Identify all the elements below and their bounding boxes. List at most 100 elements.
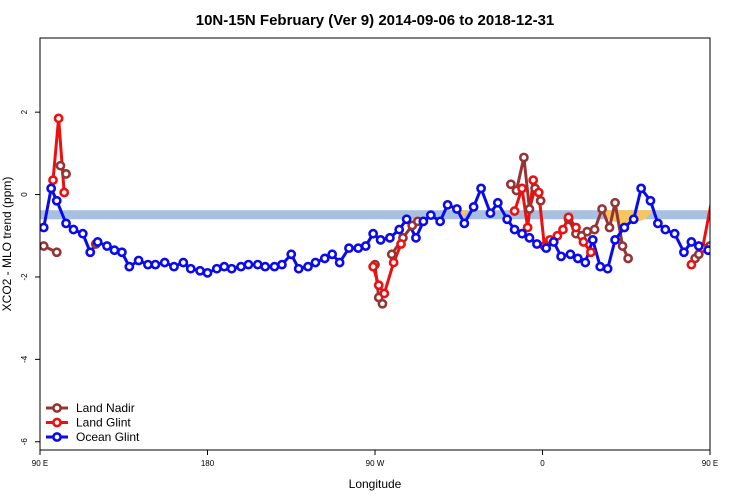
data-point-ocean-glint	[595, 261, 606, 272]
data-point-ocean-glint	[353, 243, 364, 254]
data-point-ocean-glint	[219, 261, 230, 272]
data-point-land-nadir	[55, 160, 66, 171]
data-point-ocean-glint	[660, 224, 671, 235]
data-point-ocean-glint	[109, 245, 120, 256]
y-axis-label: XCO2 - MLO trend (ppm)	[0, 177, 14, 312]
data-point-ocean-glint	[226, 263, 237, 274]
data-point-ocean-glint	[541, 243, 552, 254]
data-point-land-nadir	[597, 204, 607, 214]
data-point-land-nadir	[604, 222, 615, 233]
data-point-land-glint	[723, 189, 730, 196]
data-point-land-nadir	[617, 241, 628, 251]
data-point-ocean-glint	[236, 261, 246, 272]
data-point-ocean-glint	[492, 197, 503, 208]
data-point-ocean-glint	[159, 257, 170, 268]
data-point-land-nadir	[723, 164, 730, 171]
data-point-ocean-glint	[610, 234, 620, 245]
data-point-ocean-glint	[451, 204, 462, 214]
data-point-ocean-glint	[211, 263, 222, 274]
data-point-ocean-glint	[252, 259, 263, 270]
data-point-land-nadir	[535, 195, 546, 206]
data-point-ocean-glint	[46, 183, 57, 194]
data-point-ocean-glint	[619, 222, 630, 233]
plot-frame	[39, 37, 711, 451]
data-point-land-glint	[571, 222, 581, 233]
data-point-ocean-glint	[736, 261, 743, 268]
data-point-land-glint	[509, 206, 520, 216]
data-point-land-nadir	[623, 253, 634, 264]
data-point-ocean-glint	[102, 241, 112, 251]
data-point-ocean-glint	[587, 234, 598, 245]
data-point-land-glint	[718, 115, 725, 122]
data-point-ocean-glint	[195, 265, 205, 276]
data-point-ocean-glint	[51, 195, 62, 206]
data-point-ocean-glint	[334, 257, 345, 268]
y-tick-label: -2	[20, 273, 29, 281]
data-point-ocean-glint	[712, 249, 719, 256]
data-point-land-nadir	[386, 249, 397, 260]
data-point-ocean-glint	[116, 247, 127, 258]
x-tick-label: 0	[540, 459, 545, 468]
data-point-ocean-glint	[679, 247, 689, 258]
data-point-ocean-glint	[61, 218, 71, 229]
data-point-ocean-glint	[442, 199, 453, 210]
data-point-ocean-glint	[435, 216, 446, 227]
data-point-ocean-glint	[721, 263, 728, 270]
y-tick-label: 0	[20, 192, 29, 197]
data-point-ocean-glint	[517, 228, 527, 239]
data-point-ocean-glint	[77, 228, 88, 239]
data-point-land-glint	[48, 175, 58, 186]
data-point-land-glint	[528, 175, 539, 186]
x-tick-label: 90 E	[32, 459, 48, 468]
data-point-ocean-glint	[394, 224, 405, 235]
data-point-land-glint	[533, 187, 544, 198]
data-point-ocean-glint	[277, 259, 287, 270]
data-point-land-glint	[368, 261, 379, 272]
data-point-ocean-glint	[636, 183, 647, 194]
data-point-land-nadir	[377, 298, 388, 309]
data-point-ocean-glint	[509, 224, 520, 235]
data-point-land-glint	[686, 259, 697, 270]
data-point-ocean-glint	[319, 253, 330, 264]
data-point-land-nadir	[505, 179, 516, 190]
data-point-ocean-glint	[344, 243, 354, 254]
legend-marker-land-glint	[52, 417, 62, 428]
data-point-land-glint	[578, 237, 589, 247]
data-point-ocean-glint	[85, 247, 96, 258]
x-tick-label: 180	[201, 459, 215, 468]
x-axis-label: Longitude	[349, 477, 402, 491]
data-point-ocean-glint	[411, 232, 421, 243]
data-point-ocean-glint	[40, 222, 49, 233]
data-point-ocean-glint	[645, 195, 656, 206]
data-point-ocean-glint	[202, 267, 213, 278]
x-tick-label: 90 E	[702, 459, 718, 468]
data-point-ocean-glint	[124, 261, 135, 272]
data-point-ocean-glint	[384, 232, 395, 243]
reference-band	[40, 210, 710, 220]
data-point-ocean-glint	[580, 257, 591, 268]
data-point-land-nadir	[610, 197, 620, 208]
data-point-ocean-glint	[468, 202, 479, 212]
data-point-ocean-glint	[269, 261, 280, 272]
data-point-ocean-glint	[360, 241, 371, 251]
chart-title: 10N-15N February (Ver 9) 2014-09-06 to 2…	[196, 12, 555, 29]
data-point-ocean-glint	[260, 261, 271, 272]
data-point-ocean-glint	[693, 241, 704, 251]
data-point-land-glint	[373, 280, 384, 291]
data-point-ocean-glint	[368, 228, 379, 239]
y-tick-label: -4	[20, 355, 29, 363]
data-point-land-nadir	[40, 241, 49, 251]
data-point-ocean-glint	[310, 257, 321, 268]
data-point-ocean-glint	[745, 261, 750, 268]
data-point-ocean-glint	[143, 259, 153, 270]
y-tick-label: 2	[20, 109, 29, 114]
data-point-land-glint	[563, 212, 574, 223]
data-point-ocean-glint	[68, 224, 79, 235]
data-point-ocean-glint	[556, 251, 567, 262]
legend-label-land-glint: Land Glint	[76, 416, 131, 430]
data-point-ocean-glint	[524, 232, 535, 243]
series-ocean-glint-points	[40, 183, 750, 278]
series-land-glint-points	[48, 113, 730, 299]
data-point-land-glint	[517, 183, 527, 194]
